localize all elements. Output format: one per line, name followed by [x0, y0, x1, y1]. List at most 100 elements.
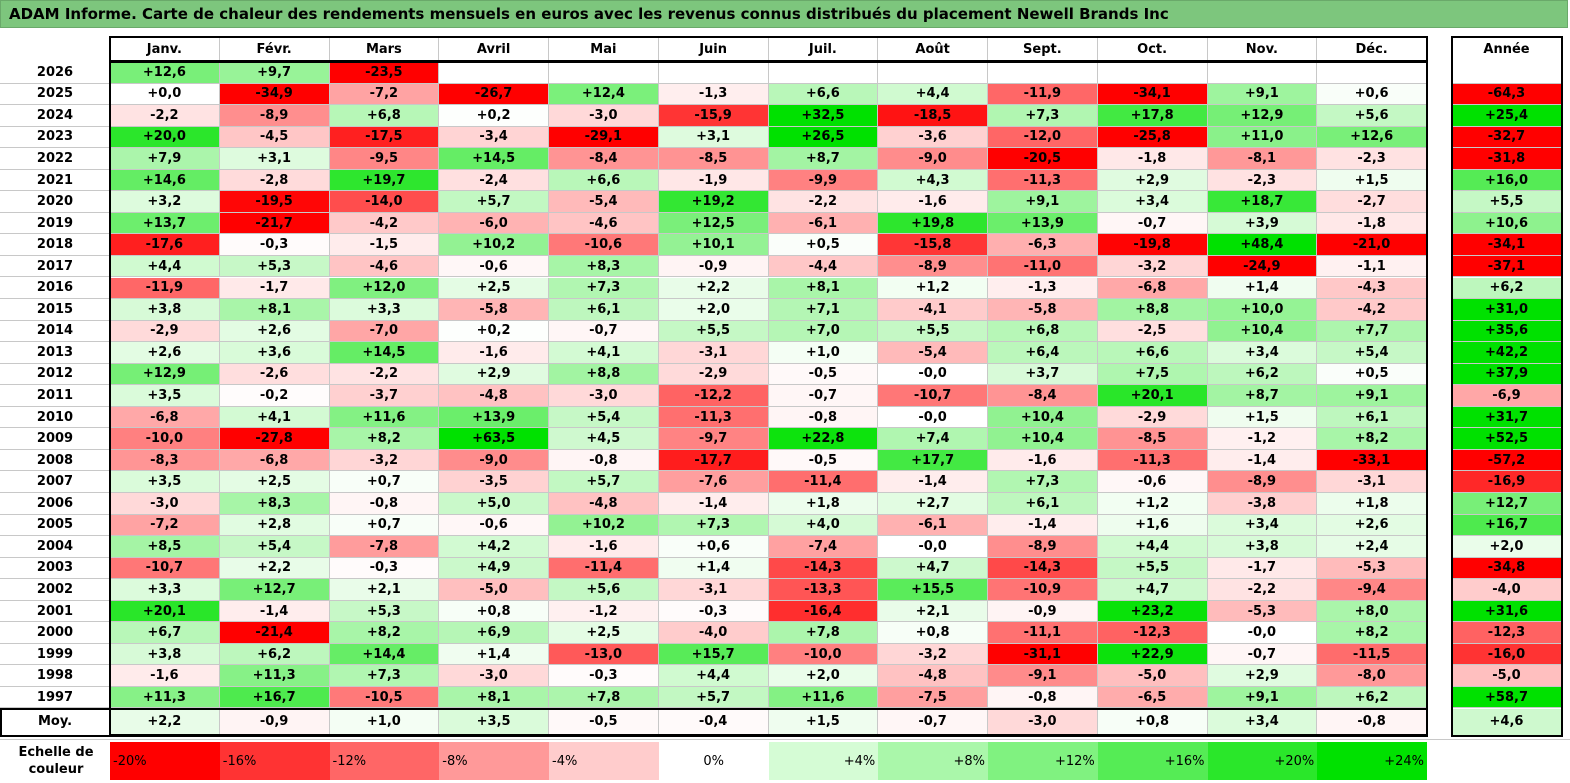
heatmap-cell: +63,5 — [439, 428, 549, 450]
month-header: Juin — [658, 37, 769, 62]
heatmap-cell: +12,7 — [219, 579, 330, 601]
heatmap-cell: -7,0 — [329, 320, 440, 343]
heatmap-cell: -7,8 — [329, 536, 440, 558]
average-cell: +1,0 — [329, 708, 440, 736]
heatmap-cell: +11,6 — [768, 686, 879, 709]
heatmap-cell: -1,4 — [988, 514, 1098, 537]
heatmap-cell: +9,1 — [988, 191, 1098, 213]
heatmap-cell: +10,0 — [1207, 299, 1318, 321]
heatmap-cell: +5,7 — [439, 191, 549, 213]
year-label: 2015 — [0, 299, 110, 321]
year-label: 1999 — [0, 643, 110, 666]
average-cell: -0,9 — [219, 708, 330, 736]
heatmap-cell: +7,9 — [110, 148, 220, 170]
legend-swatch: +12% — [988, 742, 1098, 780]
heatmap-cell: +6,9 — [439, 622, 549, 644]
heatmap-cell — [878, 62, 988, 84]
heatmap-cell: -2,6 — [219, 363, 330, 386]
heatmap-cell: -1,3 — [658, 83, 769, 106]
heatmap-cell: +12,9 — [1207, 105, 1318, 127]
average-annual-cell: +4,6 — [1452, 708, 1562, 736]
heatmap-cell: -25,8 — [1097, 126, 1208, 149]
month-header: Avril — [439, 37, 549, 62]
legend-swatch: +8% — [878, 742, 988, 780]
heatmap-cell: +4,4 — [878, 83, 988, 106]
heatmap-cell: +14,5 — [439, 148, 549, 170]
heatmap-cell: -8,9 — [219, 105, 330, 127]
heatmap-cell: -3,2 — [329, 449, 440, 472]
heatmap-cell — [1097, 62, 1208, 84]
heatmap-cell: -3,5 — [439, 471, 549, 493]
heatmap-cell: +3,4 — [1097, 191, 1208, 213]
heatmap-cell: -12,3 — [1097, 622, 1208, 644]
heatmap-cell: +3,2 — [110, 191, 220, 213]
heatmap-cell: -1,7 — [1207, 557, 1318, 580]
heatmap-cell: -8,9 — [988, 536, 1098, 558]
heatmap-cell: -10,9 — [988, 579, 1098, 601]
heatmap-cell: -12,2 — [658, 385, 769, 407]
heatmap-cell: +3,4 — [1207, 342, 1318, 364]
heatmap-cell: -1,4 — [878, 471, 988, 493]
heatmap-cell: +6,1 — [988, 493, 1098, 515]
heatmap-cell: -15,9 — [658, 105, 769, 127]
heatmap-cell: -5,4 — [878, 342, 988, 364]
heatmap-cell: -6,1 — [768, 212, 879, 235]
heatmap-cell: +5,4 — [549, 406, 659, 429]
year-label: 2009 — [0, 428, 110, 450]
heatmap-cell: +14,4 — [329, 643, 440, 666]
heatmap-cell: +17,8 — [1097, 105, 1208, 127]
heatmap-cell: -1,8 — [1317, 212, 1427, 235]
heatmap-cell: -4,2 — [329, 212, 440, 235]
annual-cell: +10,6 — [1452, 212, 1562, 235]
legend-swatch: -8% — [439, 742, 549, 780]
heatmap-cell — [768, 62, 879, 84]
heatmap-cell: -6,8 — [1097, 277, 1208, 300]
heatmap-cell: -0,7 — [549, 320, 659, 343]
heatmap-cell: +1,8 — [1317, 493, 1427, 515]
heatmap-cell: +1,8 — [768, 493, 879, 515]
legend-swatch: -16% — [219, 742, 330, 780]
heatmap-cell: -10,6 — [549, 234, 659, 256]
heatmap-cell: -8,9 — [878, 255, 988, 278]
heatmap-cell: +2,6 — [1317, 514, 1427, 537]
heatmap-cell: -3,0 — [439, 665, 549, 687]
heatmap-cell: +7,3 — [549, 277, 659, 300]
heatmap-cell: +9,1 — [1317, 385, 1427, 407]
heatmap-cell: +7,3 — [988, 105, 1098, 127]
heatmap-cell: -20,5 — [988, 148, 1098, 170]
heatmap-cell: -3,7 — [329, 385, 440, 407]
heatmap-cell: +8,7 — [1207, 385, 1318, 407]
heatmap-cell: +4,2 — [439, 536, 549, 558]
heatmap-cell: +20,1 — [110, 600, 220, 623]
year-label: 2020 — [0, 191, 110, 213]
heatmap-cell: -8,5 — [658, 148, 769, 170]
heatmap-cell: -0,7 — [768, 385, 879, 407]
year-label: 2023 — [0, 126, 110, 149]
heatmap-cell: +4,7 — [1097, 579, 1208, 601]
heatmap-cell: -1,2 — [549, 600, 659, 623]
heatmap-cell: -23,5 — [329, 62, 440, 84]
month-header: Mai — [549, 37, 659, 62]
heatmap-cell: +14,5 — [329, 342, 440, 364]
heatmap-cell: -1,6 — [549, 536, 659, 558]
heatmap-cell: -5,8 — [988, 299, 1098, 321]
heatmap-cell: -2,2 — [329, 363, 440, 386]
heatmap-cell: +0,0 — [110, 83, 220, 106]
heatmap-cell: -8,4 — [549, 148, 659, 170]
heatmap-cell: +7,8 — [768, 622, 879, 644]
heatmap-cell: +6,2 — [1207, 363, 1318, 386]
heatmap-cell: -4,8 — [439, 385, 549, 407]
heatmap-cell: -17,5 — [329, 126, 440, 149]
annual-cell: +35,6 — [1452, 320, 1562, 343]
heatmap-cell: -6,5 — [1097, 686, 1208, 709]
year-label: 2016 — [0, 277, 110, 300]
annual-cell: -16,0 — [1452, 643, 1562, 666]
heatmap-cell: -11,4 — [768, 471, 879, 493]
year-label: 2021 — [0, 169, 110, 192]
heatmap-cell: -33,1 — [1317, 449, 1427, 472]
month-header: Janv. — [110, 37, 220, 62]
heatmap-cell: +4,4 — [658, 665, 769, 687]
heatmap-cell: +5,4 — [1317, 342, 1427, 364]
heatmap-cell: -7,6 — [658, 471, 769, 493]
heatmap-cell: +13,9 — [988, 212, 1098, 235]
